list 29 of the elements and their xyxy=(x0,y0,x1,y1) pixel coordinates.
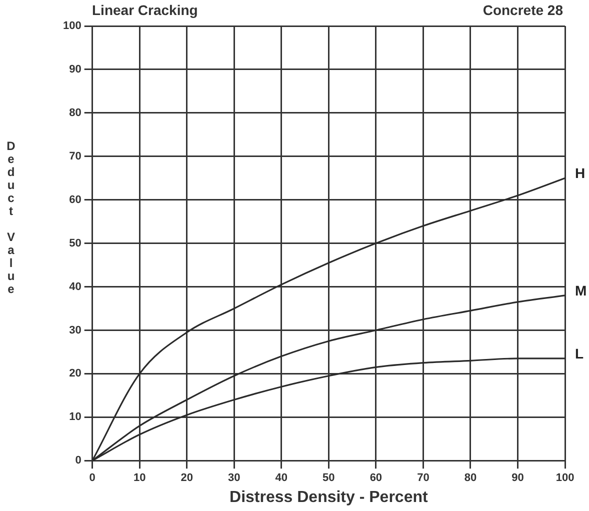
text: Deduct Value xyxy=(6,139,16,296)
x-tick-label: 90 xyxy=(512,472,524,484)
x-axis-title: Distress Density - Percent xyxy=(230,488,428,506)
series-label: L xyxy=(575,345,584,362)
y-tick-label: 70 xyxy=(69,150,82,162)
y-tick-label: 60 xyxy=(69,194,82,206)
y-tick-label: 90 xyxy=(69,63,82,76)
y-tick-label: 30 xyxy=(69,324,82,336)
y-tick-label: 50 xyxy=(69,237,82,250)
x-tick-label: 20 xyxy=(180,472,194,484)
x-tick-label: 70 xyxy=(417,472,430,484)
series-label: H xyxy=(575,164,586,181)
y-tick-label: 40 xyxy=(69,280,82,293)
y-tick-label: 100 xyxy=(62,20,82,32)
x-tick-label: 80 xyxy=(464,472,477,484)
x-tick-label: 0 xyxy=(89,472,96,484)
y-tick-label: 10 xyxy=(69,411,82,424)
y-tick-label: 20 xyxy=(69,368,82,380)
x-tick-label: 30 xyxy=(228,472,240,484)
x-tick-label: 60 xyxy=(370,472,382,484)
series-label: M xyxy=(575,282,587,298)
chart-subtitle: Concrete 28 xyxy=(482,2,563,18)
chart-title: Linear Cracking xyxy=(92,2,198,18)
y-tick-label: 80 xyxy=(69,106,82,119)
x-tick-label: 10 xyxy=(133,472,146,484)
x-tick-label: 100 xyxy=(556,472,574,484)
y-tick-label: 0 xyxy=(75,454,82,467)
x-tick-label: 50 xyxy=(322,472,335,484)
x-tick-label: 40 xyxy=(275,472,288,484)
